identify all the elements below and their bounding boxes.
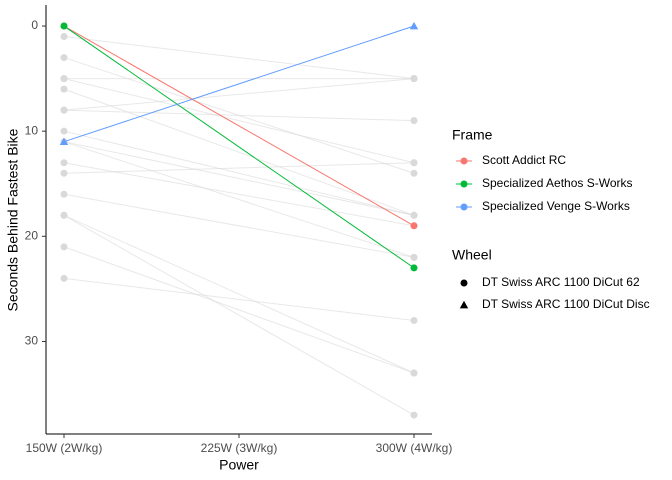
background-point — [60, 75, 68, 83]
background-line — [63, 36, 415, 80]
point — [459, 300, 469, 309]
y-axis-title: Seconds Behind Fastest Bike — [5, 128, 21, 311]
background-point — [410, 169, 418, 177]
legend-key — [460, 157, 468, 165]
background-point — [60, 54, 68, 62]
background-point — [60, 106, 68, 114]
legend-title: Wheel — [452, 247, 492, 263]
background-point — [410, 159, 418, 167]
legend-label: Scott Addict RC — [482, 153, 566, 167]
background-point — [410, 369, 418, 377]
y-tick-label: 30 — [25, 334, 39, 348]
point — [60, 22, 68, 30]
background-point — [60, 127, 68, 135]
background-line — [63, 162, 415, 174]
background-point — [410, 117, 418, 125]
x-tick-label: 225W (3W/kg) — [201, 441, 278, 455]
background-point — [410, 75, 418, 83]
x-axis-title: Power — [219, 457, 259, 473]
legend-title: Frame — [452, 127, 493, 143]
background-line — [63, 78, 415, 164]
background-line — [63, 130, 415, 216]
y-tick-label: 0 — [31, 18, 38, 32]
y-tick-label: 10 — [25, 123, 39, 137]
x-tick-label: 150W (2W/kg) — [26, 441, 103, 455]
legend-label: Specialized Venge S-Works — [482, 199, 630, 213]
background-point — [60, 211, 68, 219]
background-point — [410, 316, 418, 324]
legend-key — [460, 180, 468, 188]
background-line — [63, 78, 415, 111]
background-line — [63, 88, 415, 216]
background-line — [63, 214, 415, 374]
series-line — [63, 25, 415, 269]
background-line — [63, 162, 415, 227]
background-point — [60, 159, 68, 167]
background-point — [60, 243, 68, 251]
background-point — [60, 190, 68, 198]
background-point — [410, 211, 418, 219]
series-line — [63, 25, 415, 143]
background-point — [410, 253, 418, 261]
background-point — [60, 85, 68, 93]
point — [410, 222, 418, 230]
background-point — [60, 274, 68, 282]
point — [59, 137, 69, 146]
legend-label: DT Swiss ARC 1100 DiCut 62 — [482, 275, 640, 289]
background-point — [60, 169, 68, 177]
background-line — [63, 141, 415, 216]
legend-label: DT Swiss ARC 1100 DiCut Disc — [482, 297, 650, 311]
background-point — [60, 33, 68, 41]
x-tick-label: 300W (4W/kg) — [376, 441, 453, 455]
point — [460, 279, 468, 287]
legend-key — [460, 203, 468, 211]
y-tick-label: 20 — [25, 228, 39, 242]
background-line — [63, 109, 415, 122]
background-line — [63, 214, 415, 416]
legend-label: Specialized Aethos S-Works — [482, 176, 633, 190]
background-line — [63, 193, 415, 258]
background-line — [63, 141, 415, 258]
background-line — [63, 277, 415, 321]
point — [410, 264, 418, 272]
background-point — [410, 411, 418, 419]
series-line — [63, 25, 415, 227]
point — [409, 21, 419, 30]
background-line — [63, 246, 415, 374]
